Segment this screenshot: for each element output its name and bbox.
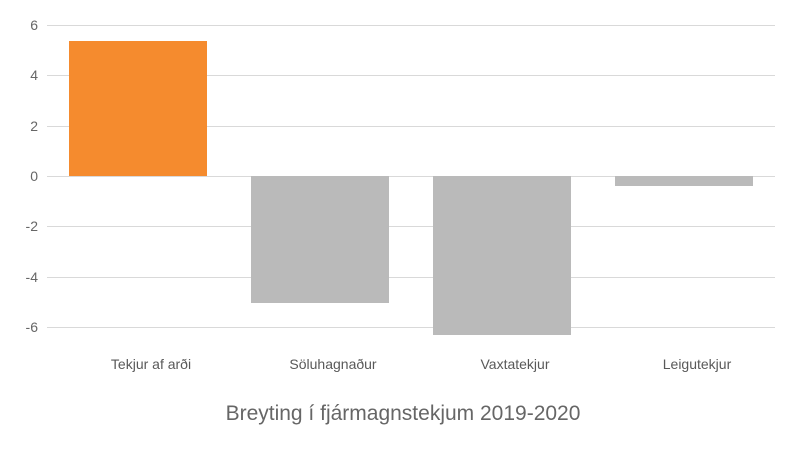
gridline [47,25,775,26]
gridline [47,327,775,328]
y-tick-label: 6 [30,17,38,33]
y-tick-label: 2 [30,118,38,134]
gridline [47,226,775,227]
gridline [47,176,775,177]
gridline [47,126,775,127]
bar-3[interactable] [433,176,571,335]
x-tick-label: Vaxtatekjur [480,356,550,372]
bar-4[interactable] [615,176,753,187]
y-tick-label: 0 [30,168,38,184]
y-tick-label: -6 [25,319,38,335]
gridline [47,75,775,76]
x-tick-label: Söluhagnaður [289,356,377,372]
x-tick-label: Tekjur af arði [110,356,192,372]
x-tick-label: Leigutekjur [662,356,732,372]
y-tick-label: -2 [25,218,38,234]
bar-2[interactable] [251,176,389,304]
chart-title: Breyting í fjármagnstekjum 2019-2020 [225,402,581,425]
y-tick-label: -4 [25,269,38,285]
bar-1[interactable] [69,41,207,176]
gridline [47,277,775,278]
y-tick-label: 4 [30,67,38,83]
